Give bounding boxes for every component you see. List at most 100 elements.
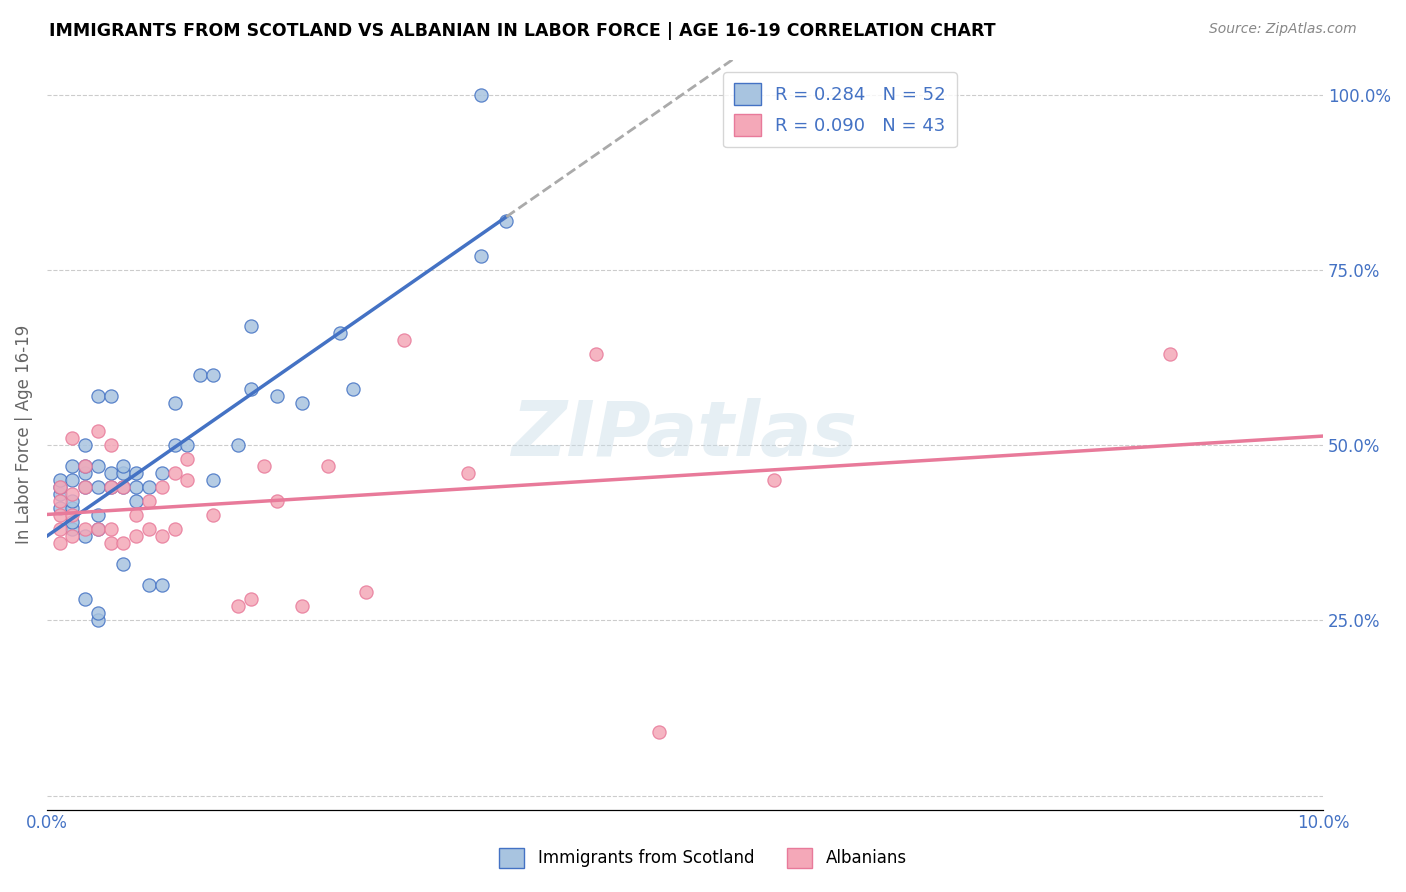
Point <box>150 480 173 494</box>
Point <box>470 249 492 263</box>
Point <box>62 473 84 487</box>
Point <box>87 607 110 621</box>
Point <box>87 459 110 474</box>
Point <box>87 480 110 494</box>
Point <box>75 466 97 480</box>
Point <box>228 438 250 452</box>
Point <box>125 466 148 480</box>
Y-axis label: In Labor Force | Age 16-19: In Labor Force | Age 16-19 <box>15 325 32 544</box>
Point <box>1159 347 1181 361</box>
Point <box>648 725 671 739</box>
Point <box>112 466 135 480</box>
Point <box>48 522 70 536</box>
Point <box>112 558 135 572</box>
Point <box>48 494 70 508</box>
Point <box>253 459 276 474</box>
Point <box>176 438 198 452</box>
Point <box>48 473 70 487</box>
Point <box>176 452 198 467</box>
Point <box>150 529 173 543</box>
Point <box>62 508 84 523</box>
Point <box>291 396 314 410</box>
Text: IMMIGRANTS FROM SCOTLAND VS ALBANIAN IN LABOR FORCE | AGE 16-19 CORRELATION CHAR: IMMIGRANTS FROM SCOTLAND VS ALBANIAN IN … <box>49 22 995 40</box>
Legend: R = 0.284   N = 52, R = 0.090   N = 43: R = 0.284 N = 52, R = 0.090 N = 43 <box>723 72 956 147</box>
Point <box>266 494 288 508</box>
Point <box>62 522 84 536</box>
Point <box>48 480 70 494</box>
Point <box>125 480 148 494</box>
Point <box>163 522 186 536</box>
Point <box>87 522 110 536</box>
Point <box>100 389 122 403</box>
Point <box>100 438 122 452</box>
Point <box>329 326 352 340</box>
Point <box>138 494 160 508</box>
Point <box>100 522 122 536</box>
Point <box>188 368 211 382</box>
Point <box>240 592 263 607</box>
Point <box>48 487 70 501</box>
Point <box>87 522 110 536</box>
Point <box>75 592 97 607</box>
Point <box>112 480 135 494</box>
Point <box>100 536 122 550</box>
Point <box>62 494 84 508</box>
Point <box>75 529 97 543</box>
Legend: Immigrants from Scotland, Albanians: Immigrants from Scotland, Albanians <box>492 841 914 875</box>
Point <box>48 536 70 550</box>
Point <box>87 613 110 627</box>
Point <box>228 599 250 614</box>
Point <box>48 508 70 523</box>
Point <box>48 480 70 494</box>
Point <box>163 396 186 410</box>
Point <box>316 459 339 474</box>
Point <box>75 459 97 474</box>
Point <box>763 473 786 487</box>
Point <box>150 578 173 592</box>
Point <box>62 487 84 501</box>
Point <box>138 480 160 494</box>
Point <box>266 389 288 403</box>
Point <box>240 318 263 333</box>
Text: Source: ZipAtlas.com: Source: ZipAtlas.com <box>1209 22 1357 37</box>
Point <box>75 459 97 474</box>
Point <box>62 431 84 445</box>
Point <box>138 578 160 592</box>
Point <box>62 515 84 529</box>
Point <box>100 466 122 480</box>
Point <box>354 585 377 599</box>
Point <box>342 382 364 396</box>
Point <box>470 87 492 102</box>
Point <box>291 599 314 614</box>
Point <box>163 466 186 480</box>
Point <box>100 480 122 494</box>
Point <box>201 368 224 382</box>
Text: ZIPatlas: ZIPatlas <box>512 398 858 472</box>
Point <box>457 466 479 480</box>
Point <box>112 536 135 550</box>
Point <box>201 508 224 523</box>
Point <box>163 438 186 452</box>
Point <box>125 508 148 523</box>
Point <box>125 529 148 543</box>
Point <box>87 508 110 523</box>
Point <box>112 459 135 474</box>
Point <box>75 522 97 536</box>
Point <box>75 480 97 494</box>
Point <box>62 459 84 474</box>
Point <box>495 214 517 228</box>
Point <box>87 389 110 403</box>
Point <box>394 333 416 347</box>
Point <box>87 424 110 438</box>
Point <box>75 438 97 452</box>
Point <box>62 501 84 516</box>
Point <box>138 522 160 536</box>
Point <box>240 382 263 396</box>
Point <box>100 480 122 494</box>
Point <box>176 473 198 487</box>
Point <box>150 466 173 480</box>
Point <box>112 480 135 494</box>
Point <box>75 480 97 494</box>
Point <box>585 347 607 361</box>
Point <box>62 529 84 543</box>
